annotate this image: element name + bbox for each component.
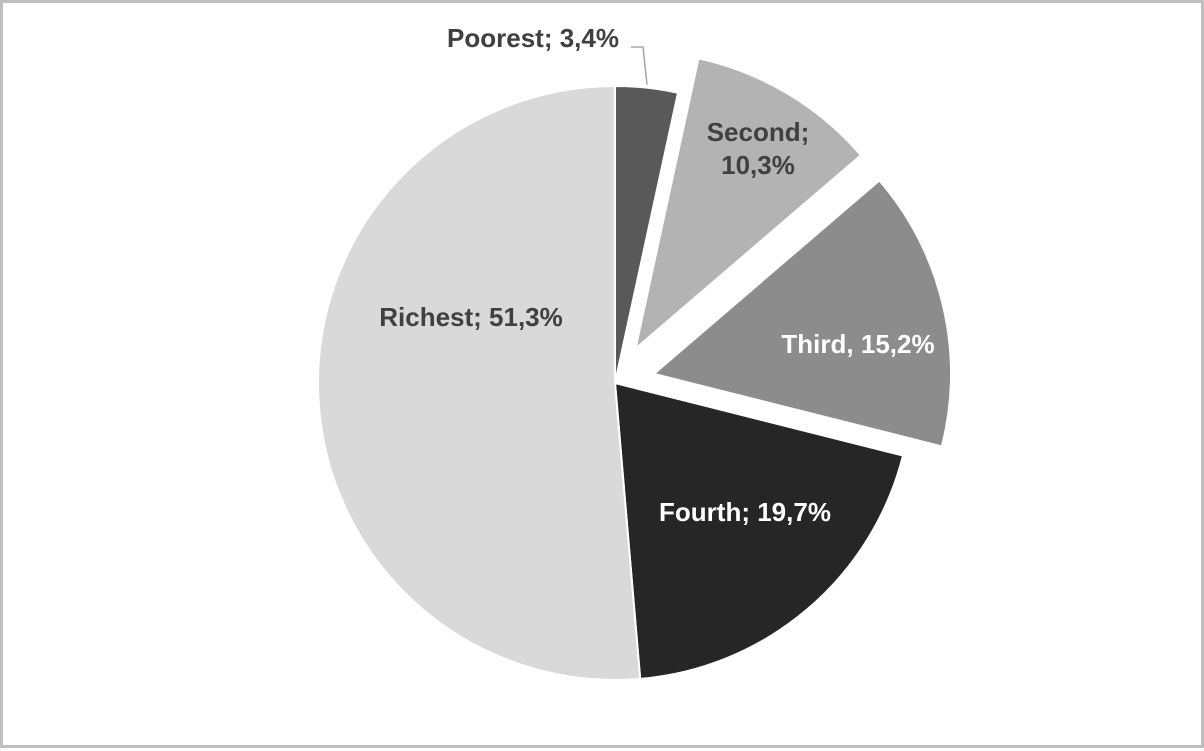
pie-slice-fourth (613, 381, 905, 681)
slice-label-line: Third, 15,2% (781, 329, 934, 359)
pie-slice-third (651, 179, 952, 448)
slice-label-line: Fourth; 19,7% (659, 497, 831, 527)
slice-label-line: Poorest; 3,4% (447, 23, 619, 53)
slice-label-third: Third, 15,2% (781, 329, 934, 359)
slice-labels: Poorest; 3,4% Second; 10,3% Third, 15,2% Fou… (379, 23, 934, 527)
slice-label-line: Richest; 51,3% (379, 302, 563, 332)
slice-label-poorest: Poorest; 3,4% (447, 23, 619, 53)
slice-label-richest: Richest; 51,3% (379, 302, 563, 332)
pie-slice-richest (317, 84, 642, 681)
slice-label-line: 10,3% (721, 150, 795, 180)
pie-slice-second (633, 57, 863, 352)
leader-line-poorest (631, 46, 648, 85)
slice-label-line: Second; (707, 117, 810, 147)
pie-chart: Poorest; 3,4% Second; 10,3% Third, 15,2% Fou… (317, 23, 952, 681)
leader-lines (631, 46, 648, 85)
slice-label-second: Second; 10,3% (707, 117, 810, 180)
slice-label-fourth: Fourth; 19,7% (659, 497, 831, 527)
pie-slices (317, 57, 952, 681)
